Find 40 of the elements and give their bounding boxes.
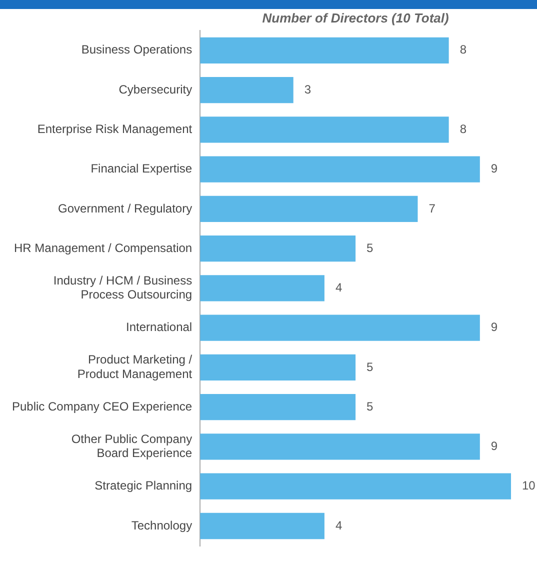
data-label: 10: [522, 478, 536, 493]
data-label: 4: [335, 280, 342, 295]
y-tick-label: Government / Regulatory: [58, 201, 192, 216]
bar: [200, 275, 324, 302]
bar: [200, 394, 356, 420]
y-tick-label: HR Management / Compensation: [14, 240, 192, 255]
bar: [200, 156, 480, 182]
data-label: 8: [460, 122, 467, 136]
y-tick-label: Business Operations: [81, 42, 192, 57]
data-label: 5: [366, 360, 374, 374]
y-tick-label: Technology: [131, 518, 192, 532]
y-tick-label: Public Company CEO Experience: [12, 399, 192, 414]
y-tick-label: Cybersecurity: [118, 82, 192, 96]
data-label: 5: [366, 240, 374, 255]
y-tick-label: International: [126, 320, 192, 334]
data-label: 9: [490, 162, 498, 176]
data-label: 8: [460, 42, 467, 57]
bar: [200, 434, 480, 460]
bar: [200, 37, 449, 64]
bar: [200, 512, 324, 540]
bar: [200, 76, 294, 104]
y-tick-label: Industry / HCM / Business Process Outsourcing: [53, 273, 192, 302]
bar: [200, 473, 511, 500]
data-label: 7: [428, 201, 436, 216]
data-label: 3: [304, 82, 312, 96]
bar: [200, 235, 356, 262]
y-tick-label: Financial Expertise: [90, 162, 192, 176]
data-label: 4: [335, 518, 342, 532]
data-label: 9: [490, 439, 498, 454]
bar: [200, 314, 480, 341]
data-label: 9: [490, 320, 498, 334]
y-tick-label: Other Public Company Board Experience: [71, 432, 192, 460]
bar: [200, 116, 449, 143]
y-tick-label: Enterprise Risk Management: [37, 122, 193, 136]
x-axis-title: Number of Directors (10 Total): [262, 10, 449, 26]
y-tick-label: Product Marketing / Product Management: [77, 352, 193, 381]
data-label: 5: [366, 399, 374, 414]
bar: [200, 354, 356, 381]
bar: [200, 196, 418, 222]
y-tick-label: Strategic Planning: [94, 478, 192, 493]
